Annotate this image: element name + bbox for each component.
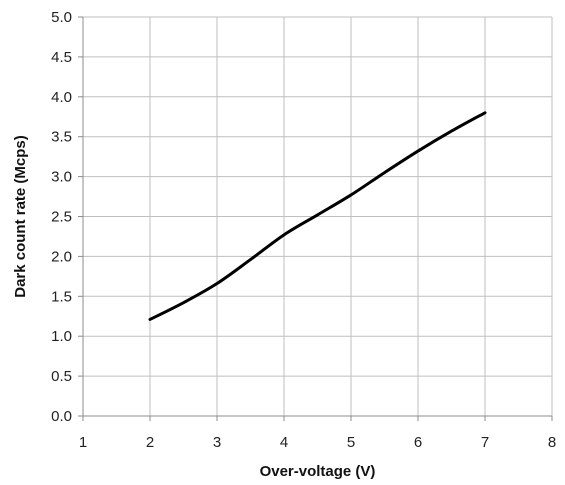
x-axis-title: Over-voltage (V) xyxy=(260,463,376,480)
x-tick-label: 3 xyxy=(213,434,221,451)
series-line xyxy=(148,111,487,321)
y-tick-label: 3.5 xyxy=(51,129,72,146)
grid-lines xyxy=(83,16,553,416)
y-tick-label: 0.5 xyxy=(51,368,72,385)
x-tick-label: 1 xyxy=(79,434,87,451)
x-tick-label: 6 xyxy=(414,434,422,451)
data-series xyxy=(148,111,487,321)
x-tick-label: 2 xyxy=(146,434,154,451)
x-tick-label: 5 xyxy=(347,434,355,451)
y-axis-title: Dark count rate (Mcps) xyxy=(12,135,29,298)
axes xyxy=(78,16,553,421)
x-tick-label: 8 xyxy=(548,434,556,451)
x-tick-label: 4 xyxy=(280,434,288,451)
y-tick-label: 1.0 xyxy=(51,328,72,345)
y-tick-label: 3.0 xyxy=(51,169,72,186)
y-tick-label: 2.0 xyxy=(51,248,72,265)
y-tick-label: 2.5 xyxy=(51,209,72,226)
tick-labels: 0.0 0.5 1.0 1.5 2.0 2.5 3.0 3.5 4.0 4.5 5.0 1 2 3 4 5 6 7… xyxy=(51,9,556,451)
y-tick-label: 0.0 xyxy=(51,408,72,425)
y-tick-label: 5.0 xyxy=(51,9,72,26)
y-tick-label: 4.0 xyxy=(51,89,72,106)
x-tick-label: 7 xyxy=(481,434,489,451)
y-tick-label: 1.5 xyxy=(51,288,72,305)
y-tick-label: 4.5 xyxy=(51,49,72,66)
